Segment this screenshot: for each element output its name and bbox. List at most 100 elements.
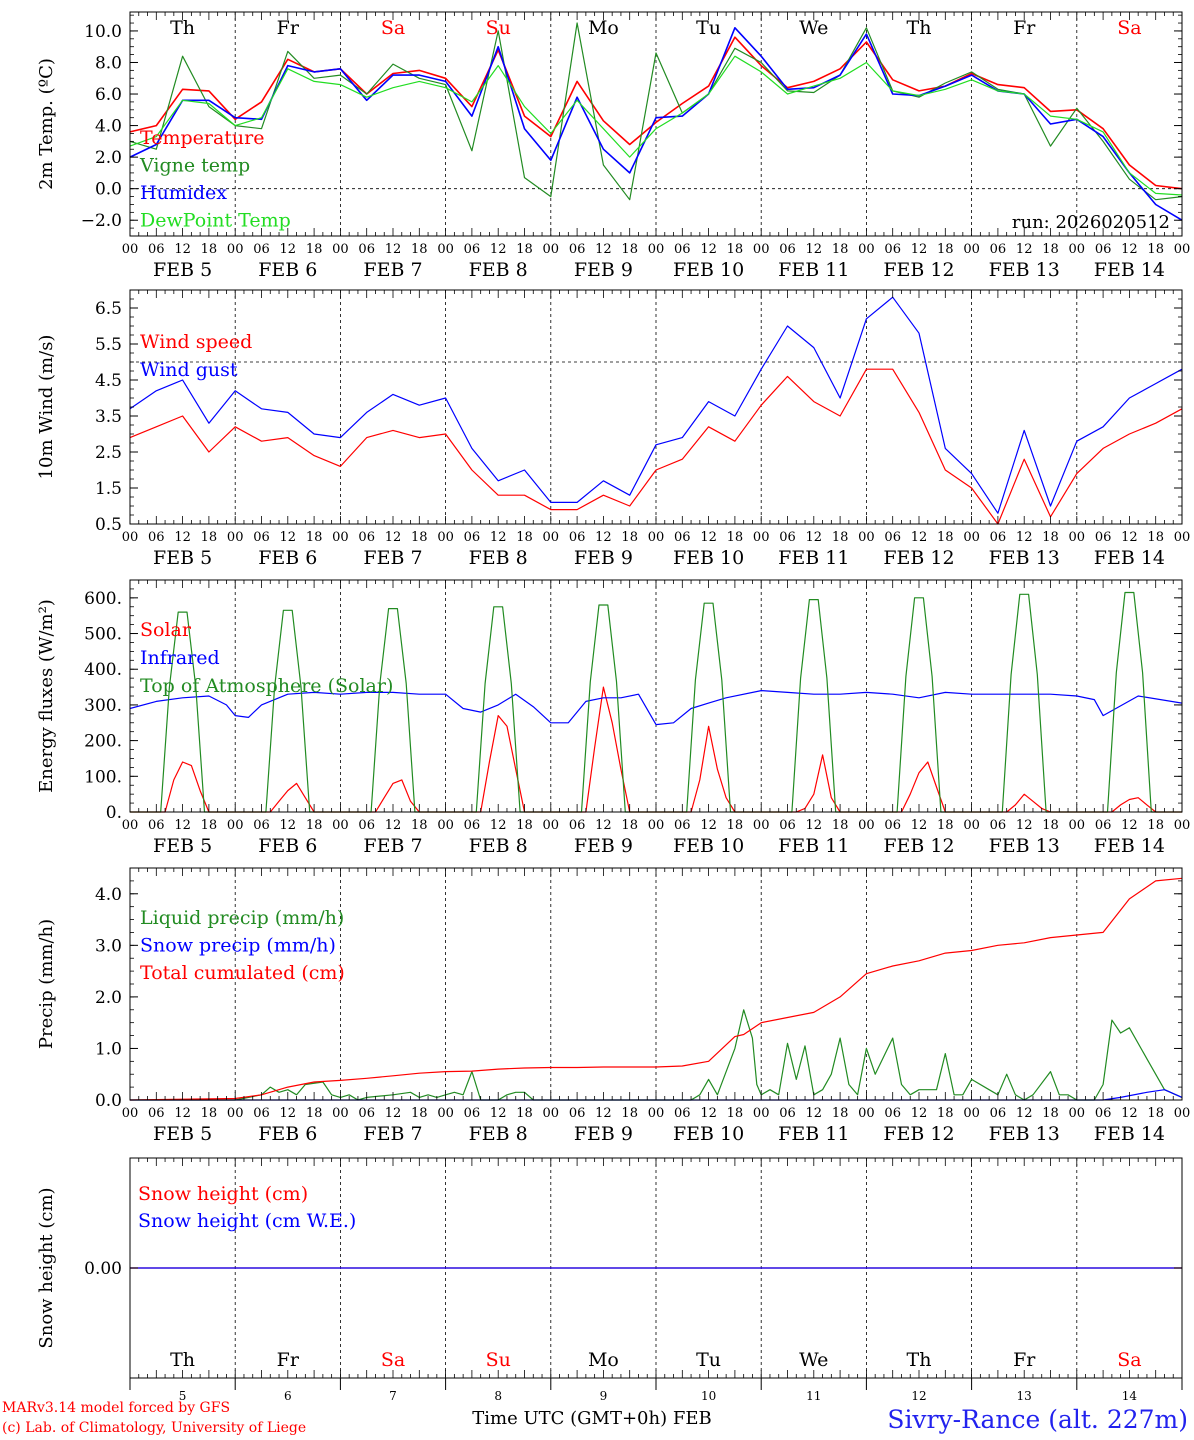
legend-entry: DewPoint Temp [140, 210, 291, 232]
hour-tick-label: 06 [884, 818, 901, 833]
hour-tick-label: 12 [911, 530, 928, 545]
hour-tick-label: 06 [674, 242, 691, 257]
hour-tick-label: 18 [516, 530, 533, 545]
hour-tick-label: 00 [648, 1106, 665, 1121]
panel-frame [129, 11, 1183, 237]
legend-entry: Temperature [140, 127, 264, 149]
date-label: FEB 7 [363, 1123, 422, 1145]
y-tick-label: 1.5 [95, 479, 122, 499]
hour-tick-label: 12 [1016, 242, 1033, 257]
station-name: Sivry-Rance (alt. 227m) [887, 1405, 1188, 1434]
legend-entry: Liquid precip (mm/h) [140, 907, 344, 929]
hour-tick-label: 06 [464, 1106, 481, 1121]
series-line-infrared [129, 690, 1183, 726]
legend-entry: Wind speed [140, 331, 252, 353]
hour-tick-label: 18 [832, 1106, 849, 1121]
hour-tick-label: 06 [990, 242, 1007, 257]
date-label: FEB 7 [363, 259, 422, 281]
hour-tick-label: 00 [963, 818, 980, 833]
hour-tick-label: 18 [1147, 818, 1164, 833]
date-label: FEB 5 [153, 259, 212, 281]
date-label: FEB 6 [258, 259, 317, 281]
date-label: FEB 9 [574, 259, 633, 281]
date-label: FEB 6 [258, 835, 317, 857]
hour-tick-label: 18 [411, 818, 428, 833]
hour-tick-label: 18 [832, 818, 849, 833]
hour-tick-label: 12 [490, 818, 507, 833]
date-label: FEB 14 [1094, 1123, 1165, 1145]
date-label: FEB 11 [778, 547, 849, 569]
hour-tick-label: 00 [963, 1106, 980, 1121]
hour-tick-label: 00 [858, 1106, 875, 1121]
day-number-label: 14 [1122, 1389, 1138, 1403]
day-number-label: 12 [911, 1389, 926, 1403]
hour-tick-label: 18 [621, 818, 638, 833]
hour-tick-label: 06 [253, 242, 270, 257]
y-tick-label: 0.0 [95, 180, 122, 200]
hour-tick-label: 00 [437, 530, 454, 545]
hour-tick-label: 12 [174, 818, 191, 833]
hour-tick-label: 00 [1174, 530, 1191, 545]
hour-tick-label: 18 [306, 530, 323, 545]
hour-tick-label: 12 [1121, 242, 1138, 257]
hour-tick-label: 06 [253, 818, 270, 833]
hour-tick-label: 12 [1016, 818, 1033, 833]
date-label: FEB 14 [1094, 259, 1165, 281]
hour-tick-label: 18 [621, 242, 638, 257]
hour-tick-label: 00 [648, 242, 665, 257]
date-label: FEB 11 [778, 1123, 849, 1145]
weekday-label: Th [907, 1349, 932, 1371]
y-tick-label: 6.5 [95, 299, 122, 319]
hour-tick-label: 12 [490, 1106, 507, 1121]
weekday-label: We [799, 17, 828, 39]
y-tick-label: 300. [84, 696, 122, 716]
legend-entry: Solar [140, 619, 192, 641]
hour-tick-label: 00 [543, 242, 560, 257]
hour-tick-label: 06 [464, 530, 481, 545]
legend-entry: Top of Atmosphere (Solar) [140, 675, 393, 697]
hour-tick-label: 06 [358, 530, 375, 545]
hour-tick-label: 18 [727, 242, 744, 257]
day-number-label: 11 [806, 1389, 821, 1403]
hour-tick-label: 06 [674, 1106, 691, 1121]
y-tick-label: 200. [84, 732, 122, 752]
hour-tick-label: 00 [1174, 818, 1191, 833]
date-label: FEB 8 [469, 259, 528, 281]
y-tick-label: 5.5 [95, 335, 122, 355]
text-layer: run: 2026020512 MARv3.14 model forced by… [2, 17, 1190, 1436]
y-axis-title: Energy fluxes (W/m²) [36, 599, 57, 793]
hour-tick-label: 00 [1069, 1106, 1086, 1121]
hour-tick-label: 06 [464, 818, 481, 833]
weekday-label: Su [486, 1349, 511, 1371]
hour-tick-label: 06 [358, 1106, 375, 1121]
hour-tick-label: 00 [1069, 242, 1086, 257]
weekday-label: Fr [1013, 17, 1036, 39]
hour-tick-label: 12 [280, 242, 297, 257]
hour-tick-label: 18 [201, 1106, 218, 1121]
date-label: FEB 8 [469, 547, 528, 569]
hour-tick-label: 00 [227, 818, 244, 833]
run-label: run: 2026020512 [1012, 212, 1170, 233]
hour-tick-label: 12 [1016, 1106, 1033, 1121]
date-label: FEB 6 [258, 547, 317, 569]
date-label: FEB 12 [883, 835, 954, 857]
hour-tick-label: 18 [937, 530, 954, 545]
y-tick-label: 3.5 [95, 407, 122, 427]
date-label: FEB 13 [989, 259, 1060, 281]
hour-tick-label: 12 [1121, 530, 1138, 545]
hour-tick-label: 06 [990, 530, 1007, 545]
hour-tick-label: 18 [1042, 818, 1059, 833]
hour-tick-label: 12 [700, 818, 717, 833]
hour-tick-label: 18 [937, 242, 954, 257]
hour-tick-label: 00 [963, 242, 980, 257]
hour-tick-label: 06 [148, 1106, 165, 1121]
model-credit: MARv3.14 model forced by GFS [2, 1400, 230, 1416]
hour-tick-label: 06 [779, 818, 796, 833]
y-tick-label: 500. [84, 625, 122, 645]
hour-tick-label: 06 [358, 818, 375, 833]
y-axis-title: 10m Wind (m/s) [36, 335, 57, 480]
hour-tick-label: 00 [543, 1106, 560, 1121]
hour-tick-label: 18 [306, 818, 323, 833]
weekday-label: Sa [1117, 1349, 1141, 1371]
date-label: FEB 5 [153, 547, 212, 569]
